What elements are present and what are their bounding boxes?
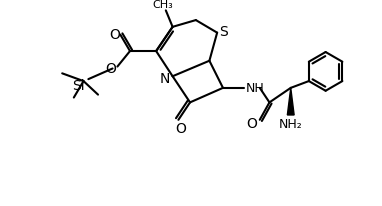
Text: NH₂: NH₂	[279, 118, 303, 131]
Text: O: O	[105, 62, 116, 76]
Text: O: O	[175, 121, 186, 135]
Text: O: O	[109, 27, 120, 41]
Text: Si: Si	[72, 78, 85, 92]
Text: CH₃: CH₃	[152, 0, 173, 9]
Text: O: O	[246, 116, 257, 130]
Text: N: N	[160, 72, 170, 86]
Text: NH: NH	[246, 82, 265, 95]
Polygon shape	[287, 88, 294, 115]
Text: S: S	[220, 25, 228, 39]
